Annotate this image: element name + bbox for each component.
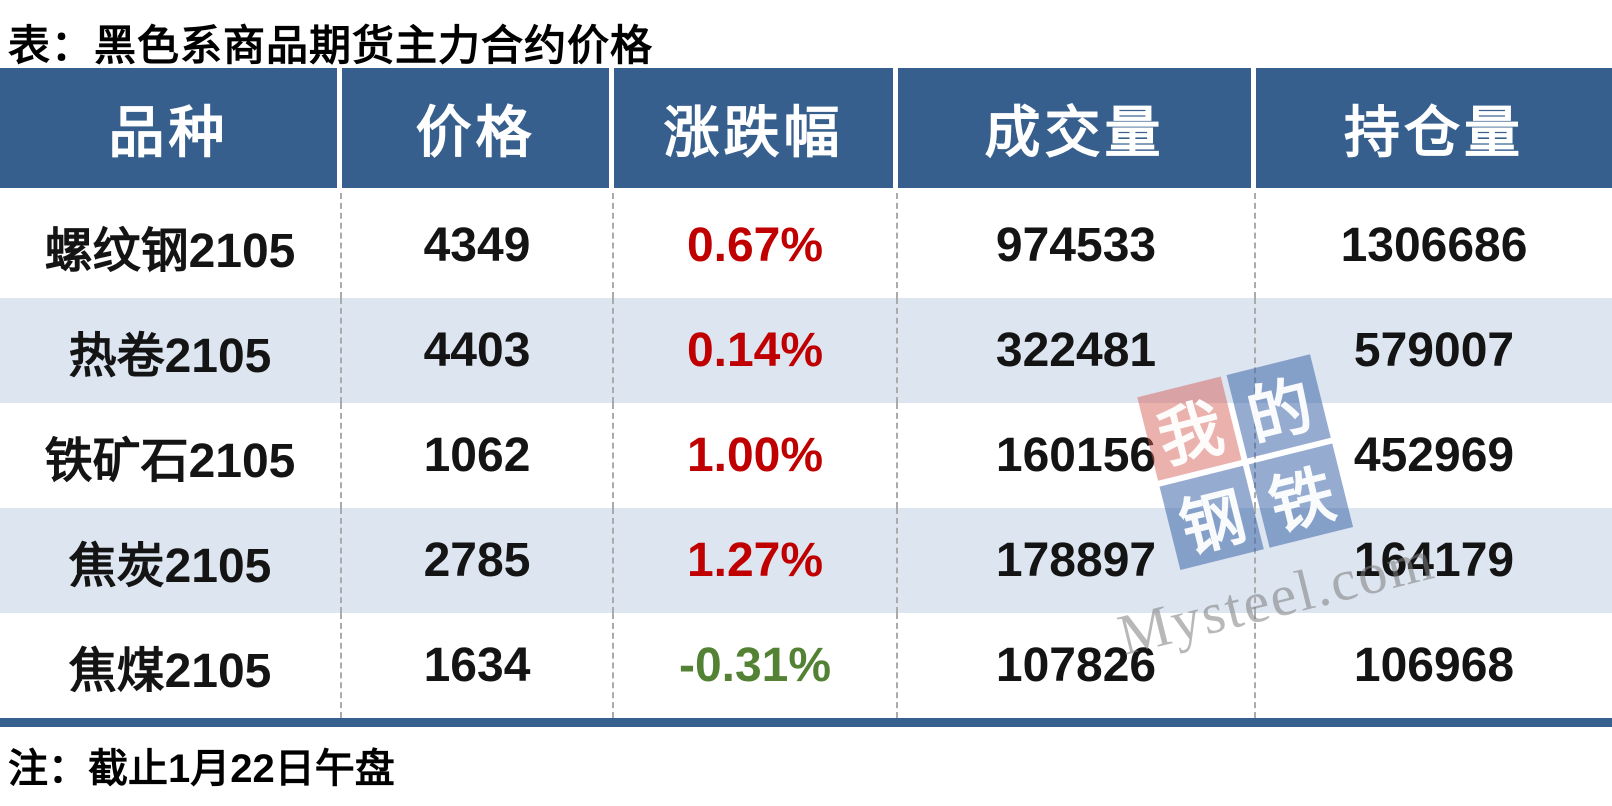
cell-price: 4349 [342,193,614,298]
header-change: 涨跌幅 [614,68,898,188]
table-row: 热卷2105 4403 0.14% 322481 579007 [0,298,1612,403]
header-open-interest: 持仓量 [1256,68,1612,188]
cell-open-interest: 164179 [1353,534,1515,587]
cell-volume: 322481 [898,298,1256,403]
cell-price: 1062 [342,403,614,508]
header-volume: 成交量 [898,68,1256,188]
cell-change: 0.14% [614,298,898,403]
cell-price: 4403 [342,298,614,403]
cell-volume: 107826 [898,613,1256,718]
cell-variety: 焦炭2105 [0,508,342,613]
cell-change: -0.31% [614,613,898,718]
cell-volume: 974533 [898,193,1256,298]
futures-price-table: 品种 价格 涨跌幅 成交量 持仓量 螺纹钢2105 4349 0.67% 974… [0,68,1612,727]
cell-change: 1.00% [614,403,898,508]
cell-variety: 螺纹钢2105 [0,193,342,298]
table-row: 螺纹钢2105 4349 0.67% 974533 1306686 [0,193,1612,298]
header-variety: 品种 [0,68,342,188]
table-header-row: 品种 价格 涨跌幅 成交量 持仓量 [0,68,1612,193]
cell-open-interest: 452969 [1353,429,1515,482]
cell-variety: 热卷2105 [0,298,342,403]
table-row: 焦炭2105 2785 1.27% 178897 164179 [0,508,1612,613]
cell-change: 1.27% [614,508,898,613]
table-row: 铁矿石2105 1062 1.00% 160156 452969 [0,403,1612,508]
cell-variety: 焦煤2105 [0,613,342,718]
cell-volume: 160156 [898,403,1256,508]
cell-volume: 178897 [898,508,1256,613]
cell-open-interest: 579007 [1353,324,1515,377]
cell-change: 0.67% [614,193,898,298]
header-price: 价格 [342,68,614,188]
table-footnote: 注：截止1月22日午盘 [8,747,395,791]
cell-open-interest: 106968 [1353,639,1515,692]
page-title: 表：黑色系商品期货主力合约价格 [8,22,654,69]
cell-variety: 铁矿石2105 [0,403,342,508]
cell-price: 1634 [342,613,614,718]
cell-price: 2785 [342,508,614,613]
table-row: 焦煤2105 1634 -0.31% 107826 106968 [0,613,1612,718]
cell-open-interest: 1306686 [1340,219,1528,272]
